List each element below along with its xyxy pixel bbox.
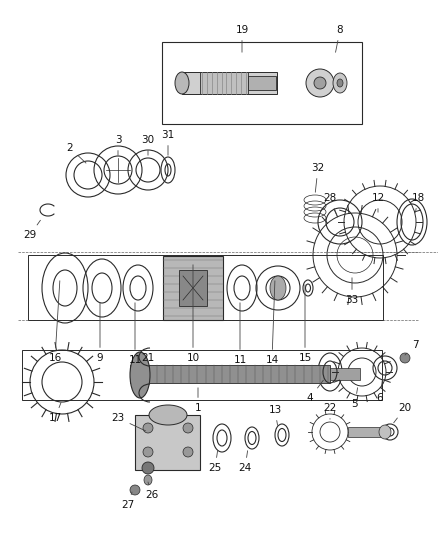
- Circle shape: [183, 447, 193, 457]
- Ellipse shape: [149, 405, 187, 425]
- Bar: [163, 256, 223, 320]
- Circle shape: [143, 423, 153, 433]
- Bar: [135, 415, 200, 470]
- Circle shape: [142, 462, 154, 474]
- Text: 14: 14: [265, 281, 279, 365]
- Text: 7: 7: [405, 340, 418, 355]
- Text: 11: 11: [233, 303, 247, 365]
- Circle shape: [143, 447, 153, 457]
- Text: 29: 29: [23, 220, 40, 240]
- Bar: [348, 427, 383, 437]
- Bar: [179, 270, 207, 306]
- Bar: [248, 76, 276, 90]
- Circle shape: [183, 423, 193, 433]
- Text: 15: 15: [298, 285, 311, 363]
- Text: 26: 26: [145, 482, 159, 500]
- Bar: [330, 368, 360, 380]
- Text: 5: 5: [352, 387, 358, 409]
- Bar: [200, 72, 248, 94]
- Ellipse shape: [306, 69, 334, 97]
- Text: 31: 31: [161, 130, 175, 155]
- Text: 9: 9: [97, 303, 103, 363]
- Bar: [28, 255, 383, 320]
- Ellipse shape: [144, 475, 152, 485]
- Text: 32: 32: [311, 163, 325, 192]
- Text: 10: 10: [187, 265, 200, 363]
- Text: 4: 4: [307, 380, 323, 403]
- Text: 12: 12: [371, 193, 385, 212]
- Circle shape: [130, 485, 140, 495]
- Text: 19: 19: [235, 25, 249, 52]
- Text: 33: 33: [346, 278, 359, 305]
- Bar: [22, 350, 382, 400]
- Text: 16: 16: [48, 281, 62, 363]
- Ellipse shape: [333, 73, 347, 93]
- Circle shape: [400, 353, 410, 363]
- Text: 3: 3: [115, 135, 121, 155]
- Text: 21: 21: [141, 353, 155, 363]
- Ellipse shape: [314, 77, 326, 89]
- Ellipse shape: [379, 425, 391, 439]
- Text: 24: 24: [238, 451, 251, 473]
- Text: 22: 22: [323, 403, 337, 419]
- Bar: [182, 72, 277, 94]
- Bar: [130, 365, 330, 383]
- Text: 25: 25: [208, 451, 222, 473]
- Text: 17: 17: [48, 402, 62, 423]
- Ellipse shape: [175, 72, 189, 94]
- Text: 23: 23: [111, 413, 145, 431]
- Text: 30: 30: [141, 135, 155, 155]
- Text: 13: 13: [268, 405, 282, 425]
- Text: 1: 1: [194, 388, 201, 413]
- Ellipse shape: [337, 79, 343, 87]
- Text: 18: 18: [411, 193, 424, 212]
- Text: 11: 11: [128, 303, 141, 365]
- Ellipse shape: [130, 352, 150, 398]
- Bar: [162, 42, 362, 124]
- Text: 20: 20: [394, 403, 412, 423]
- Ellipse shape: [270, 276, 286, 300]
- Text: 6: 6: [377, 378, 383, 403]
- Text: 28: 28: [323, 193, 337, 215]
- Text: 27: 27: [121, 492, 134, 510]
- Text: 8: 8: [336, 25, 343, 52]
- Text: 2: 2: [67, 143, 86, 163]
